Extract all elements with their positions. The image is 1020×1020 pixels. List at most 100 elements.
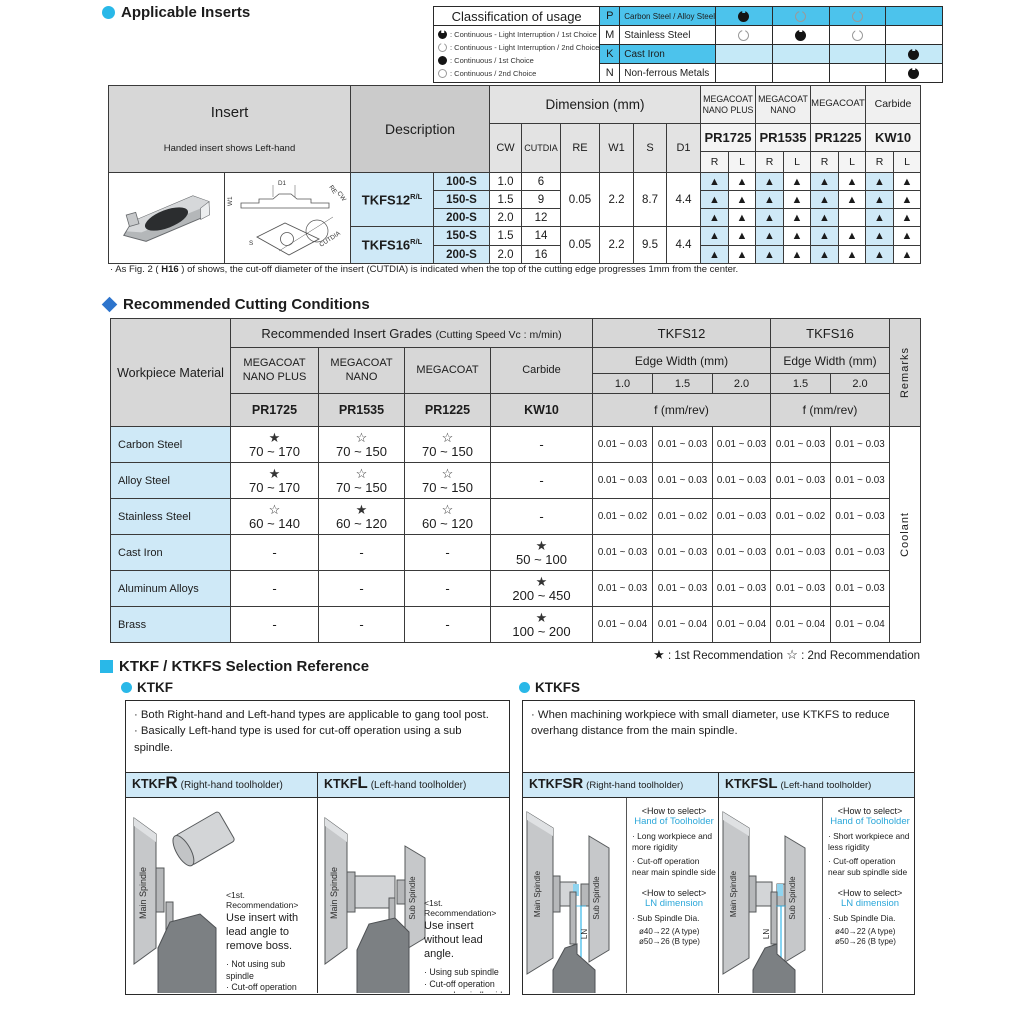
dim-re-label: RE [327, 184, 338, 195]
availability-mark: ▲ [728, 208, 756, 227]
usage-mark-icon [795, 29, 807, 41]
legend-mark-icon [438, 56, 447, 65]
table-footnote: · As Fig. 2 ( H16 ) of shows, the cut-of… [110, 264, 739, 275]
availability-mark: ▲ [755, 172, 784, 191]
sub-spindle-label: Sub Spindle [788, 876, 797, 920]
grade-code-header: PR1225 [810, 123, 866, 152]
star-mark: ★ [268, 429, 281, 445]
hand-header-l: L [893, 151, 921, 173]
usage-mark-cell [771, 44, 830, 64]
insert-column-header: Insert Handed insert shows Left-hand [108, 85, 351, 173]
sub-spindle-label: Sub Spindle [592, 876, 601, 920]
bullet-icon [102, 6, 115, 19]
feed-value: 0.01 ~ 0.03 [712, 426, 771, 463]
feed-header: f (mm/rev) [592, 393, 771, 427]
feed-value: 0.01 ~ 0.03 [592, 462, 653, 499]
availability-mark: ▲ [755, 208, 784, 227]
dim-label-re: RE [560, 123, 600, 173]
classification-table: Classification of usage P Carbon Steel /… [432, 6, 943, 83]
hand-header-r: R [755, 151, 784, 173]
dimension-header: Dimension (mm) [489, 85, 701, 124]
feed-value: 0.01 ~ 0.04 [652, 606, 713, 643]
grade-value-cell: - [404, 534, 491, 571]
usage-mark-cell [828, 63, 886, 83]
material-cell: Cast Iron [110, 534, 231, 571]
usage-mark-cell [714, 44, 773, 64]
grade-code-header: KW10 [490, 393, 593, 427]
availability-mark: ▲ [700, 245, 729, 264]
usage-mark-cell [884, 44, 943, 64]
coolant-cell: Coolant [889, 426, 921, 643]
feed-value: 0.01 ~ 0.03 [652, 462, 713, 499]
dim-s-label: S [249, 240, 253, 247]
bullet-icon [121, 682, 132, 693]
ktkfsr-panel: KTKF SR (Right-hand toolholder) Main Spind… [523, 773, 718, 993]
grade-value-cell: - [230, 570, 319, 607]
grade-code-header: PR1535 [755, 123, 811, 152]
feed-value: 0.01 ~ 0.04 [592, 606, 653, 643]
cw-value: 1.5 [489, 190, 522, 209]
d1-value: 4.4 [666, 226, 701, 264]
material-cell: Stainless Steel [110, 498, 231, 535]
diamond-icon [101, 296, 118, 313]
usage-mark-icon [908, 48, 920, 60]
ktkfl-header: KTKF L (Left-hand toolholder) [318, 773, 509, 798]
material-cell: Alloy Steel [110, 462, 231, 499]
usage-material: Cast Iron [619, 44, 716, 64]
availability-mark: ▲ [893, 172, 921, 191]
selection-reference-heading: KTKF / KTKFS Selection Reference [100, 658, 369, 675]
ktkfr-header: KTKF R (Right-hand toolholder) [126, 773, 317, 798]
sub-spindle-label: Sub Spindle [408, 876, 417, 920]
grade-code-header: PR1725 [700, 123, 756, 152]
ktkf-notes: · Both Right-hand and Left-hand types ar… [134, 709, 489, 754]
grade-value-cell: ★ 70 ~ 170 [230, 426, 319, 463]
feed-value: 0.01 ~ 0.02 [592, 498, 653, 535]
grade-value-cell: ☆ 70 ~ 150 [318, 462, 405, 499]
usage-mark-cell [714, 25, 773, 45]
usage-mark-icon [738, 49, 749, 60]
feed-value: 0.01 ~ 0.03 [770, 534, 831, 571]
usage-mark-cell [828, 44, 886, 64]
size-cell: 150-S [433, 226, 490, 246]
availability-mark: ▲ [783, 172, 811, 191]
edge-width-header: Edge Width (mm) [770, 347, 890, 374]
availability-mark: ▲ [728, 226, 756, 246]
edge-width-value: 2.0 [712, 373, 771, 394]
feed-value: 0.01 ~ 0.03 [770, 570, 831, 607]
grade-code-header: KW10 [865, 123, 921, 152]
cutdia-value: 6 [521, 172, 561, 191]
hand-header-l: L [838, 151, 866, 173]
ktkfl-notes: <1st. Recommendation> Use insert without… [424, 898, 507, 993]
insert-images-cell: D1 W1 RE CW CUTDIA S [108, 172, 351, 264]
feed-value: 0.01 ~ 0.04 [770, 606, 831, 643]
feed-value: 0.01 ~ 0.03 [592, 534, 653, 571]
grade-value-cell: ★ 60 ~ 120 [318, 498, 405, 535]
availability-mark: ▲ [783, 208, 811, 227]
usage-mark-icon [908, 67, 920, 79]
main-spindle-label: Main Spindle [533, 870, 542, 917]
edge-width-header: Edge Width (mm) [592, 347, 771, 374]
availability-mark: ▲ [838, 172, 866, 191]
grade-value-cell: - [318, 570, 405, 607]
ktkfs-subheading: KTKFS [519, 680, 580, 695]
usage-mark-cell [771, 25, 830, 45]
hand-header-r: R [700, 151, 729, 173]
grade-value-cell: - [230, 534, 319, 571]
star-mark: ☆ [355, 429, 368, 445]
grade-value-cell: - [230, 606, 319, 643]
feed-value: 0.01 ~ 0.03 [830, 498, 890, 535]
insert-grades-header: Recommended Insert Grades (Cutting Speed… [230, 318, 593, 348]
availability-mark: ▲ [865, 245, 894, 264]
feed-value: 0.01 ~ 0.02 [770, 498, 831, 535]
cutdia-value: 9 [521, 190, 561, 209]
feed-value: 0.01 ~ 0.03 [712, 534, 771, 571]
ktkfr-machine-drawing: Main Spindle [133, 811, 235, 993]
usage-mark-icon [738, 29, 750, 41]
size-cell: 150-S [433, 190, 490, 209]
bullet-icon [519, 682, 530, 693]
availability-mark: ▲ [755, 190, 784, 209]
dim-label-cw: CW [489, 123, 522, 173]
availability-mark: ▲ [728, 245, 756, 264]
availability-mark: ▲ [865, 226, 894, 246]
cw-value: 2.0 [489, 208, 522, 227]
